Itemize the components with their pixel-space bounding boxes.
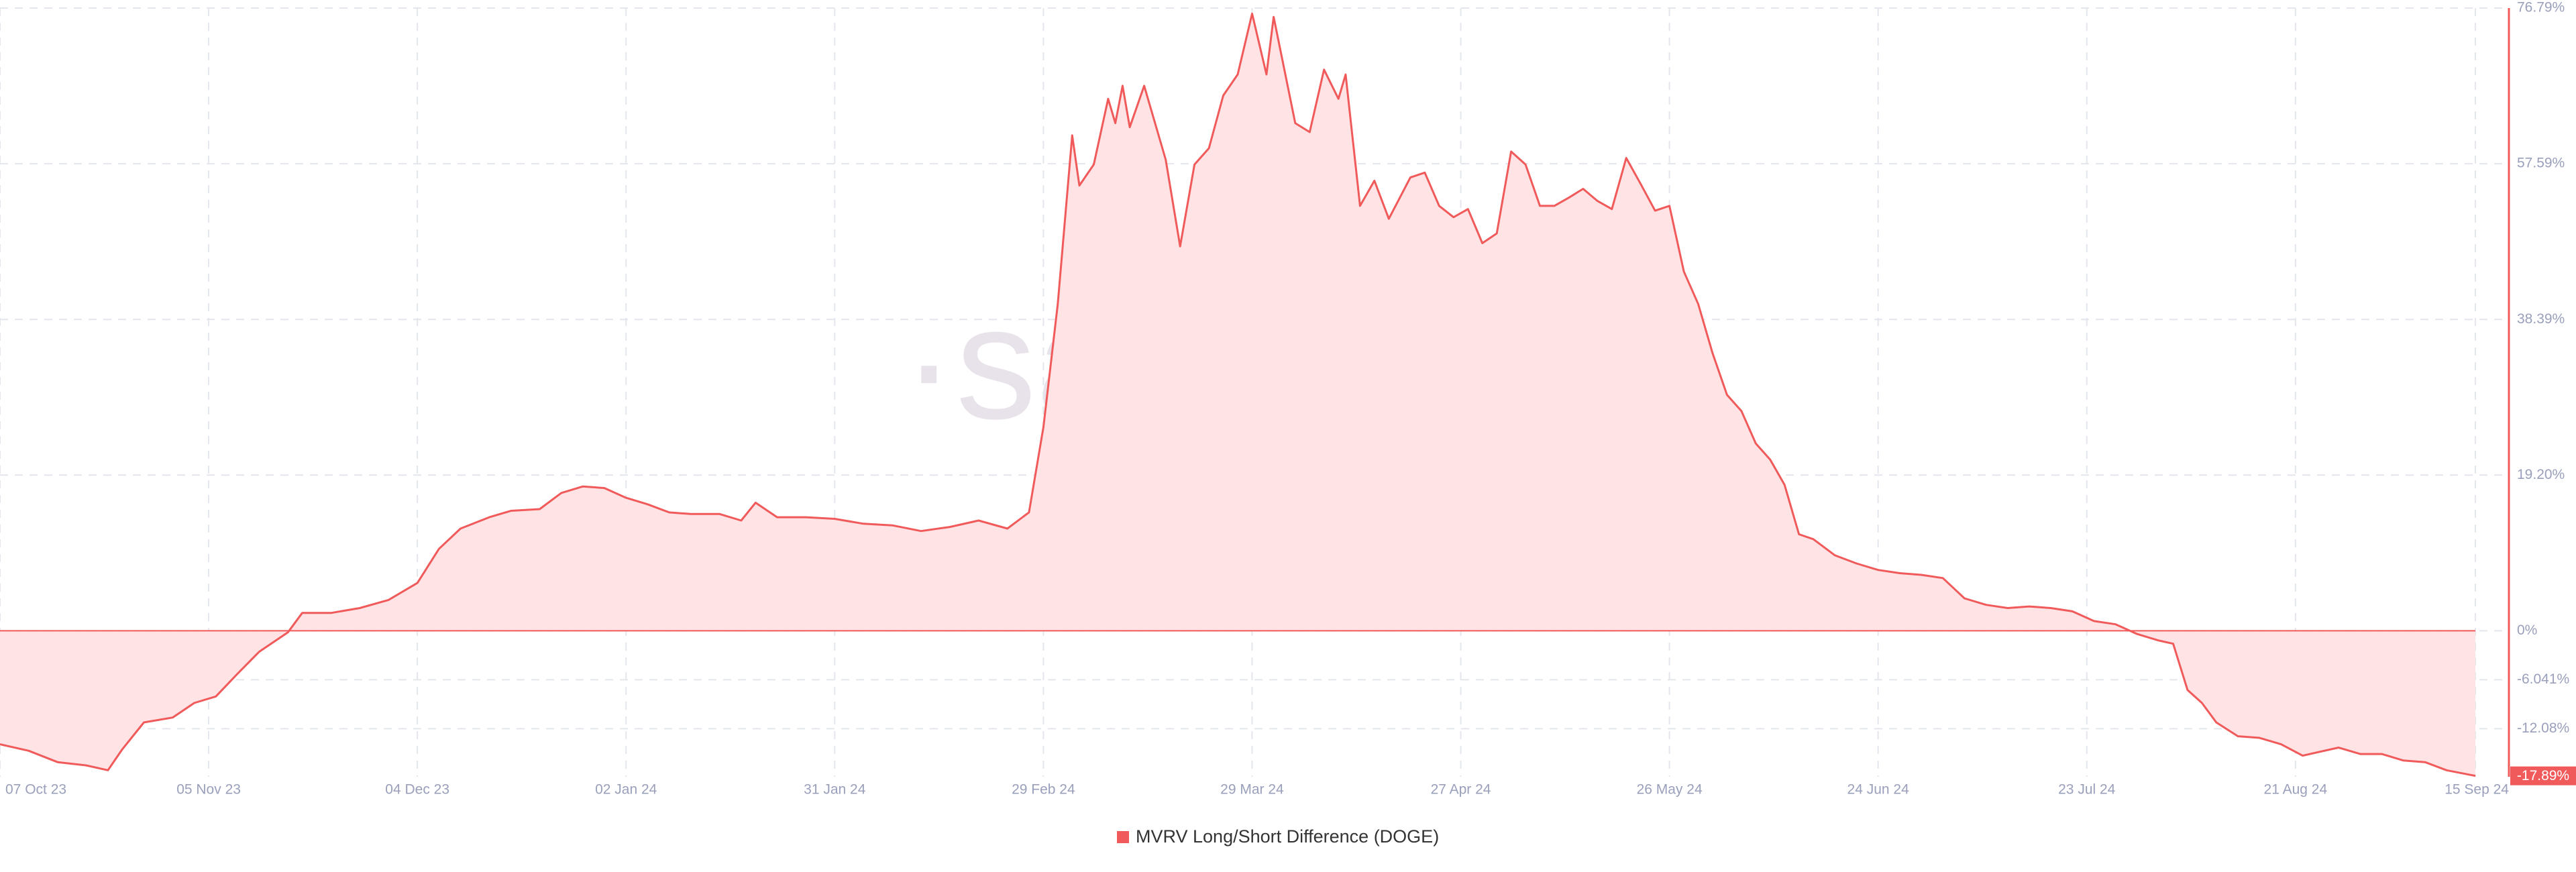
x-tick-label: 24 Jun 24 — [1847, 782, 1910, 798]
x-tick-label: 29 Mar 24 — [1220, 782, 1284, 798]
legend: MVRV Long/Short Difference (DOGE) — [1117, 826, 1439, 847]
x-tick-label: 21 Aug 24 — [2264, 782, 2328, 798]
x-tick-label: 05 Nov 23 — [176, 782, 241, 798]
y-tick-label: -12.08% — [2517, 720, 2569, 736]
x-tick-label: 27 Apr 24 — [1431, 782, 1491, 798]
y-tick-label: -17.89% — [2517, 768, 2569, 783]
y-tick-label: 57.59% — [2517, 156, 2565, 171]
x-tick-label: 15 Sep 24 — [2445, 782, 2509, 798]
current-value-badge — [2510, 766, 2576, 785]
y-tick-label: 19.20% — [2517, 467, 2565, 482]
y-tick-label: 76.79% — [2517, 0, 2565, 15]
x-tick-label: 23 Jul 24 — [2058, 782, 2116, 798]
line — [0, 12, 2476, 777]
legend-swatch — [1117, 831, 1129, 843]
x-tick-label: 02 Jan 24 — [595, 782, 657, 798]
x-tick-label: 31 Jan 24 — [804, 782, 866, 798]
x-tick-label: 26 May 24 — [1637, 782, 1703, 798]
y-tick-label: 0% — [2517, 622, 2537, 638]
area — [0, 13, 2475, 776]
y-tick-label: -6.041% — [2517, 671, 2569, 687]
legend-label: MVRV Long/Short Difference (DOGE) — [1136, 826, 1439, 847]
x-tick-label: 29 Feb 24 — [1012, 782, 1075, 798]
x-tick-label: 04 Dec 23 — [385, 782, 449, 798]
y-tick-label: 38.39% — [2517, 311, 2565, 327]
x-tick-label: 07 Oct 23 — [5, 782, 66, 798]
